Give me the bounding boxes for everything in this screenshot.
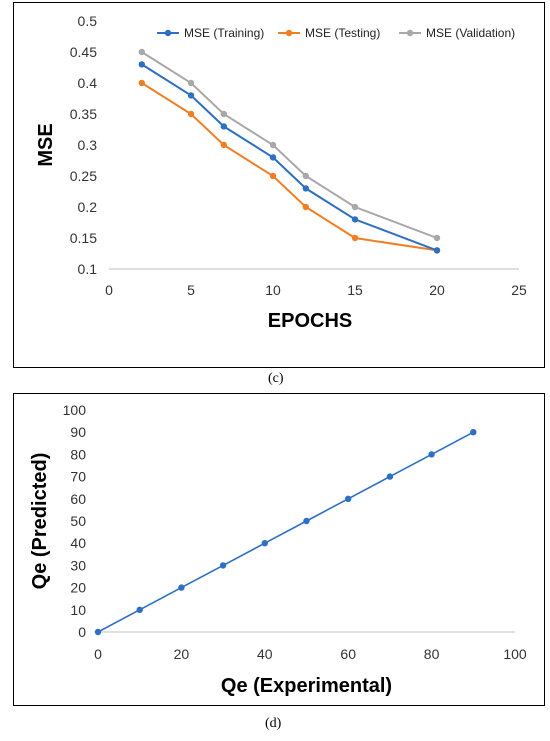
data-point [351, 203, 359, 211]
x-tick-label: 60 [340, 646, 356, 662]
data-point [351, 216, 359, 223]
data-point [138, 61, 145, 68]
legend-label: MSE (Training) [184, 26, 264, 40]
chart-c-svg: 0 5 10 15 20 25 0.1 0.15 0.2 0.25 0.3 0.35 0.4 0.45 0.… [35, 13, 527, 332]
data-point [269, 141, 277, 149]
x-tick-label: 0 [94, 646, 102, 662]
legend-label: MSE (Testing) [305, 26, 380, 40]
data-point [345, 495, 352, 502]
data-point [138, 79, 145, 87]
y-tick-label: 70 [70, 469, 86, 485]
chart-d-caption: (d) [265, 716, 282, 731]
y-tick-label: 80 [70, 446, 86, 462]
data-point [261, 540, 268, 547]
y-tick-label: 100 [63, 402, 87, 418]
x-tick-label: 5 [187, 282, 195, 298]
y-tick-label: 0.4 [78, 75, 98, 91]
data-point [302, 172, 309, 180]
x-tick-label: 20 [174, 646, 190, 662]
series-line [141, 51, 438, 239]
data-point [269, 154, 277, 161]
y-tick-label: 30 [70, 557, 86, 573]
data-point [220, 110, 227, 118]
y-tick-label: 50 [70, 513, 86, 529]
data-point [386, 473, 394, 480]
x-tick-label: 10 [265, 282, 281, 298]
data-point [302, 203, 309, 211]
x-axis-title: EPOCHS [268, 310, 352, 332]
chart-d-panel: 0 20 40 60 80 100 0 10 20 30 40 50 60 70 80 90 100 Qe (Ex… [13, 393, 545, 706]
data-point [428, 451, 435, 458]
y-tick-label: 0.2 [78, 199, 98, 215]
data-point [187, 92, 195, 99]
series-line [141, 82, 438, 252]
data-point [94, 628, 102, 636]
y-tick-label: 0.1 [78, 261, 98, 277]
y-tick-label: 0.25 [70, 168, 97, 184]
y-tick-label: 40 [70, 535, 86, 551]
series-line [97, 431, 474, 633]
y-tick-label: 0.45 [70, 44, 97, 60]
x-tick-label: 80 [424, 646, 440, 662]
x-tick-label: 40 [257, 646, 273, 662]
data-point [269, 172, 277, 180]
legend-marker [164, 29, 172, 37]
legend-marker [285, 29, 293, 37]
y-tick-label: 0.3 [78, 137, 98, 153]
x-tick-label: 15 [347, 282, 363, 298]
chart-d-svg: 0 20 40 60 80 100 0 10 20 30 40 50 60 70 80 90 100 Qe (Ex… [29, 402, 527, 697]
x-tick-label: 25 [511, 282, 527, 298]
chart-c-panel: 0 5 10 15 20 25 0.1 0.15 0.2 0.25 0.3 0.35 0.4 0.45 0.… [13, 2, 545, 368]
y-axis-title: Qe (Predicted) [29, 453, 51, 590]
x-tick-label: 20 [429, 282, 445, 298]
data-point [220, 141, 227, 149]
y-tick-label: 0.35 [70, 106, 97, 122]
y-tick-label: 90 [70, 424, 86, 440]
data-point [351, 234, 359, 242]
legend-label: MSE (Validation) [426, 26, 515, 40]
x-tick-label: 0 [105, 282, 113, 298]
x-tick-label: 100 [503, 646, 527, 662]
data-point [470, 429, 477, 436]
data-point [433, 234, 441, 242]
data-point [136, 606, 143, 613]
legend-marker [406, 29, 414, 37]
data-point [187, 110, 195, 118]
y-tick-label: 10 [70, 602, 86, 618]
y-tick-label: 0 [78, 624, 86, 640]
series-line [141, 63, 438, 252]
data-point [138, 48, 145, 56]
y-tick-label: 0.5 [78, 13, 98, 29]
y-axis-title: MSE [35, 123, 57, 166]
y-tick-label: 60 [70, 491, 86, 507]
data-point [303, 517, 310, 525]
y-tick-label: 20 [70, 580, 86, 596]
data-point [433, 247, 441, 254]
data-point [302, 185, 309, 192]
x-axis-title: Qe (Experimental) [221, 675, 392, 697]
y-tick-label: 0.15 [70, 230, 97, 246]
chart-c-caption: (c) [268, 371, 284, 386]
data-point [187, 79, 195, 87]
data-point [220, 123, 227, 130]
data-point [178, 584, 185, 591]
data-point [219, 562, 227, 569]
